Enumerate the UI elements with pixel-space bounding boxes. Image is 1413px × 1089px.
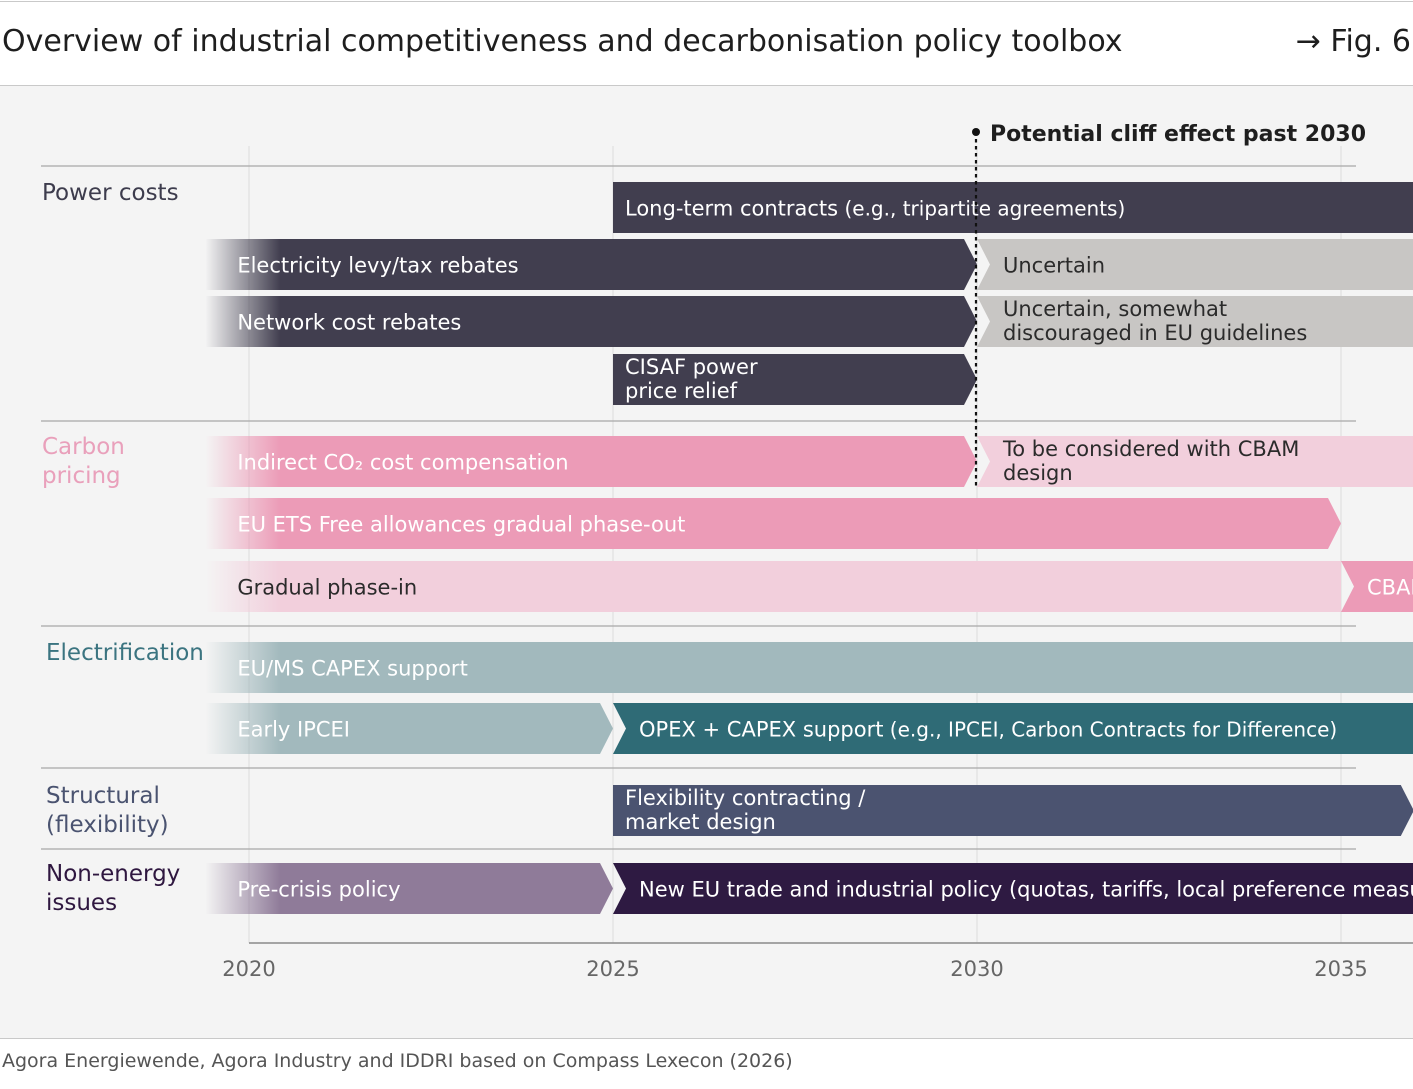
timeline-bar bbox=[205, 642, 1413, 693]
group-electrification: Electrification EU/MS CAPEX support Early … bbox=[46, 640, 1413, 754]
title-row: Overview of industrial competitiveness a… bbox=[0, 18, 1413, 68]
group-label-carbon: pricing bbox=[42, 463, 121, 489]
chart-panel: Power costs Long-term contracts (e.g., tr… bbox=[0, 86, 1413, 1038]
footer-rule bbox=[0, 1038, 1413, 1039]
timeline-bar bbox=[977, 436, 1413, 487]
group-label-electrification: Electrification bbox=[46, 640, 204, 666]
bar-label: To be considered with CBAM bbox=[1002, 437, 1299, 461]
bar-label: Uncertain, somewhat bbox=[1003, 297, 1227, 321]
timeline-bar bbox=[613, 182, 1413, 233]
bar-label: discouraged in EU guidelines bbox=[1003, 321, 1307, 345]
group-label-structural: Structural bbox=[46, 783, 160, 809]
x-tick-label: 2035 bbox=[1314, 957, 1367, 981]
group-label-nonenergy: Non-energy bbox=[46, 861, 180, 887]
timeline-bar bbox=[613, 863, 1413, 914]
bar-label: design bbox=[1003, 461, 1073, 485]
bar-label: EU ETS Free allowances gradual phase-out bbox=[237, 513, 685, 537]
group-nonenergy: Non-energy issues Pre-crisis policy New EU … bbox=[46, 861, 1413, 916]
timeline-bar bbox=[613, 703, 1413, 754]
timeline-bar bbox=[1341, 561, 1413, 612]
timeline-bar bbox=[977, 239, 1413, 290]
policy-timeline-chart: Power costs Long-term contracts (e.g., tr… bbox=[41, 122, 1413, 981]
bar-label: New EU trade and industrial policy (quot… bbox=[639, 878, 1413, 902]
group-label-power: Power costs bbox=[42, 180, 179, 206]
timeline-bar bbox=[205, 498, 1341, 549]
x-tick-label: 2025 bbox=[586, 957, 639, 981]
bar-sublabel: (e.g., IPCEI, Carbon Contracts for Diffe… bbox=[883, 718, 1337, 742]
timeline-bar bbox=[205, 296, 978, 347]
cliff-marker-dot bbox=[972, 128, 980, 136]
timeline-bar bbox=[613, 785, 1413, 836]
bar-label: Long-term contracts (e.g., tripartite ag… bbox=[625, 197, 1125, 221]
figure-label: → Fig. 6 bbox=[1295, 24, 1411, 59]
x-tick-label: 2030 bbox=[950, 957, 1003, 981]
bar-label: Pre-crisis policy bbox=[237, 878, 400, 902]
page-title: Overview of industrial competitiveness a… bbox=[2, 24, 1123, 59]
group-label-carbon: Carbon bbox=[42, 434, 125, 460]
bar-label: CBAM bbox=[1367, 576, 1413, 600]
bar-label: Early IPCEI bbox=[237, 718, 350, 742]
timeline-bar bbox=[613, 354, 977, 405]
bar-label: Gradual phase-in bbox=[237, 576, 417, 600]
bar-sublabel: (e.g., tripartite agreements) bbox=[838, 197, 1125, 221]
bar-label: OPEX + CAPEX support (e.g., IPCEI, Carbo… bbox=[639, 718, 1337, 742]
bar-label: price relief bbox=[625, 379, 738, 403]
group-structural: Structural (flexibility) Flexibility contr… bbox=[46, 783, 1413, 838]
group-carbon: Carbon pricing Indirect CO₂ cost compensat… bbox=[42, 434, 1413, 612]
title-rule bbox=[0, 85, 1413, 86]
cliff-marker-label: Potential cliff effect past 2030 bbox=[990, 122, 1366, 147]
source-note: Agora Energiewende, Agora Industry and I… bbox=[2, 1050, 793, 1072]
group-label-structural: (flexibility) bbox=[46, 812, 169, 838]
timeline-bar bbox=[205, 561, 1341, 612]
bar-label: Uncertain bbox=[1003, 254, 1105, 278]
bar-label: CISAF power bbox=[625, 355, 758, 379]
timeline-bar bbox=[205, 703, 614, 754]
bar-label: Flexibility contracting / bbox=[625, 786, 866, 810]
bar-label: Network cost rebates bbox=[237, 311, 461, 335]
timeline-bar bbox=[205, 436, 978, 487]
group-label-nonenergy: issues bbox=[46, 890, 117, 916]
group-power: Power costs Long-term contracts (e.g., tr… bbox=[42, 180, 1413, 405]
top-rule bbox=[0, 1, 1413, 2]
x-tick-label: 2020 bbox=[222, 957, 275, 981]
bar-label: Electricity levy/tax rebates bbox=[237, 254, 518, 278]
bar-label: Indirect CO₂ cost compensation bbox=[237, 451, 568, 475]
timeline-bar bbox=[205, 239, 978, 290]
timeline-bar bbox=[205, 863, 614, 914]
timeline-bar bbox=[977, 296, 1413, 347]
bar-label: market design bbox=[625, 810, 776, 834]
bar-label: EU/MS CAPEX support bbox=[237, 657, 468, 681]
